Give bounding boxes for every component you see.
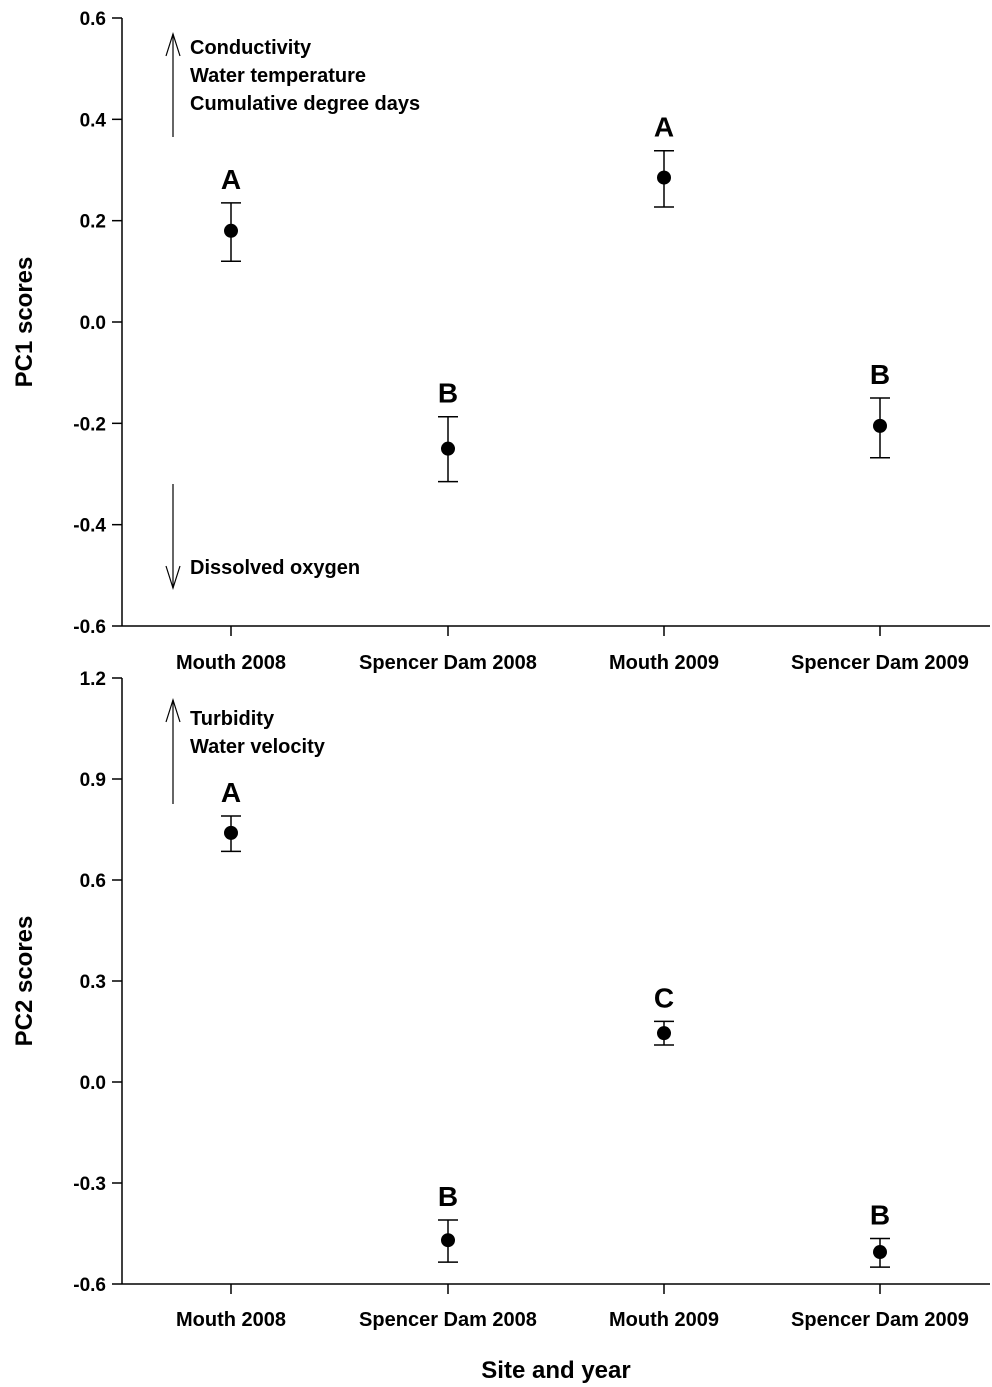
annotation-up: Water velocity (190, 736, 326, 758)
annotation-up: Turbidity (190, 708, 275, 730)
y-tick-label: -0.4 (73, 516, 106, 537)
y-tick-label: 0.0 (80, 313, 106, 334)
x-tick-label: Mouth 2008 (176, 1309, 286, 1331)
x-tick-label: Mouth 2008 (176, 652, 286, 674)
significance-letter: B (438, 378, 458, 409)
significance-letter: B (870, 359, 890, 390)
arrow-up-head (165, 698, 181, 723)
annotation-up: Conductivity (190, 37, 312, 59)
significance-letter: A (221, 164, 241, 195)
arrow-down-head (165, 565, 181, 590)
data-point (224, 825, 238, 840)
annotation-up: Water temperature (190, 65, 366, 87)
y-tick-label: 0.6 (80, 9, 106, 30)
data-point (441, 1233, 455, 1248)
x-tick-label: Mouth 2009 (609, 1309, 719, 1331)
significance-letter: A (654, 112, 674, 143)
data-point (657, 1026, 671, 1041)
y-axis-title: PC1 scores (11, 257, 38, 388)
significance-letter: B (870, 1200, 890, 1231)
y-tick-label: 0.6 (80, 871, 106, 892)
y-tick-label: -0.2 (73, 414, 106, 435)
x-tick-label: Mouth 2009 (609, 652, 719, 674)
y-tick-label: 0.2 (80, 212, 106, 233)
y-tick-label: 0.4 (80, 110, 107, 131)
panel-1: 0.6 0.4 0.2 0.0 -0.2 -0.4 -0.6 Mouth 2008 Spence… (11, 9, 990, 674)
y-tick-label: -0.6 (73, 617, 106, 638)
x-tick-label: Spencer Dam 2008 (359, 652, 537, 674)
data-point (873, 418, 887, 433)
x-tick-label: Spencer Dam 2008 (359, 1309, 537, 1331)
arrow-up-head (165, 32, 181, 57)
significance-letter: B (438, 1181, 458, 1212)
data-point (873, 1245, 887, 1260)
data-point (224, 223, 238, 238)
y-tick-label: -0.3 (73, 1174, 106, 1195)
annotation-down: Dissolved oxygen (190, 557, 360, 579)
y-axis-title: PC2 scores (11, 916, 38, 1047)
significance-letter: C (654, 982, 674, 1013)
y-tick-label: 0.0 (80, 1073, 106, 1094)
panel-2: 1.2 0.9 0.6 0.3 0.0 -0.3 -0.6 Mouth 2008 Spencer… (11, 669, 990, 1331)
y-tick-label: 1.2 (80, 669, 106, 690)
data-point (441, 441, 455, 456)
x-tick-label: Spencer Dam 2009 (791, 1309, 969, 1331)
x-tick-label: Spencer Dam 2009 (791, 652, 969, 674)
annotation-up: Cumulative degree days (190, 93, 420, 115)
y-tick-label: 0.3 (80, 972, 106, 993)
y-tick-label: -0.6 (73, 1275, 106, 1296)
y-tick-label: 0.9 (80, 770, 106, 791)
data-point (657, 170, 671, 185)
x-axis-title: Site and year (481, 1357, 630, 1384)
significance-letter: A (221, 777, 241, 808)
